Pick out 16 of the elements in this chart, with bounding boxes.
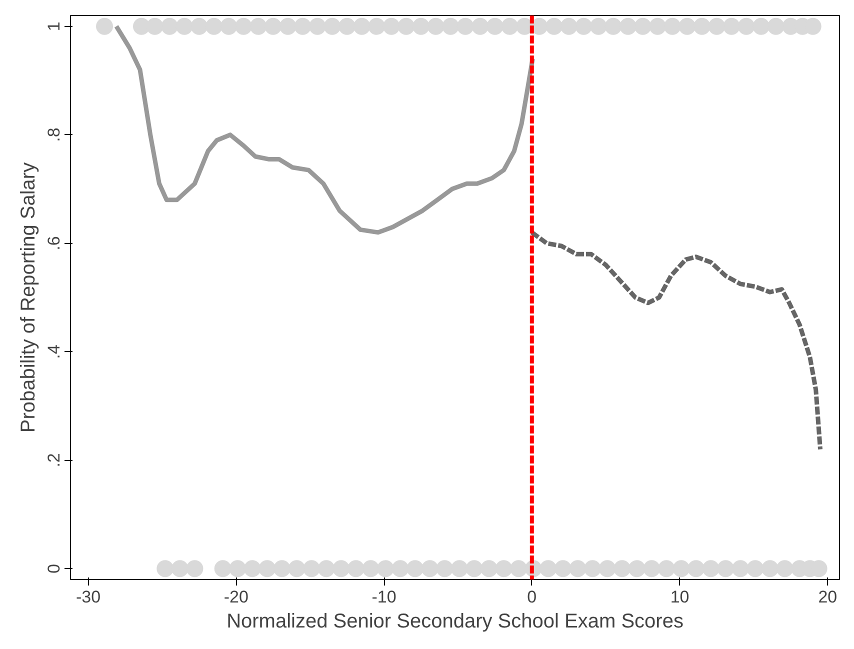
x-tick-label: -30 [76,588,101,606]
line-series [530,230,823,452]
x-tick-label: -10 [372,588,396,606]
y-tick-label: 0 [44,564,64,574]
y-axis-title: Probability of Reporting Salary [18,162,40,433]
y-tick-label: .6 [44,236,64,250]
x-tick-label: 0 [527,588,537,606]
line-series [114,24,535,235]
x-tick-label: 20 [818,588,838,606]
y-tick-label: 1 [44,22,64,32]
y-tick-label: .4 [44,344,64,359]
x-tick-label: -20 [224,588,248,606]
x-axis-title: Normalized Senior Secondary School Exam Scores [226,610,684,632]
y-tick-label: .2 [44,453,64,468]
y-tick-label: .8 [44,128,64,142]
x-tick-label: 10 [670,588,690,606]
